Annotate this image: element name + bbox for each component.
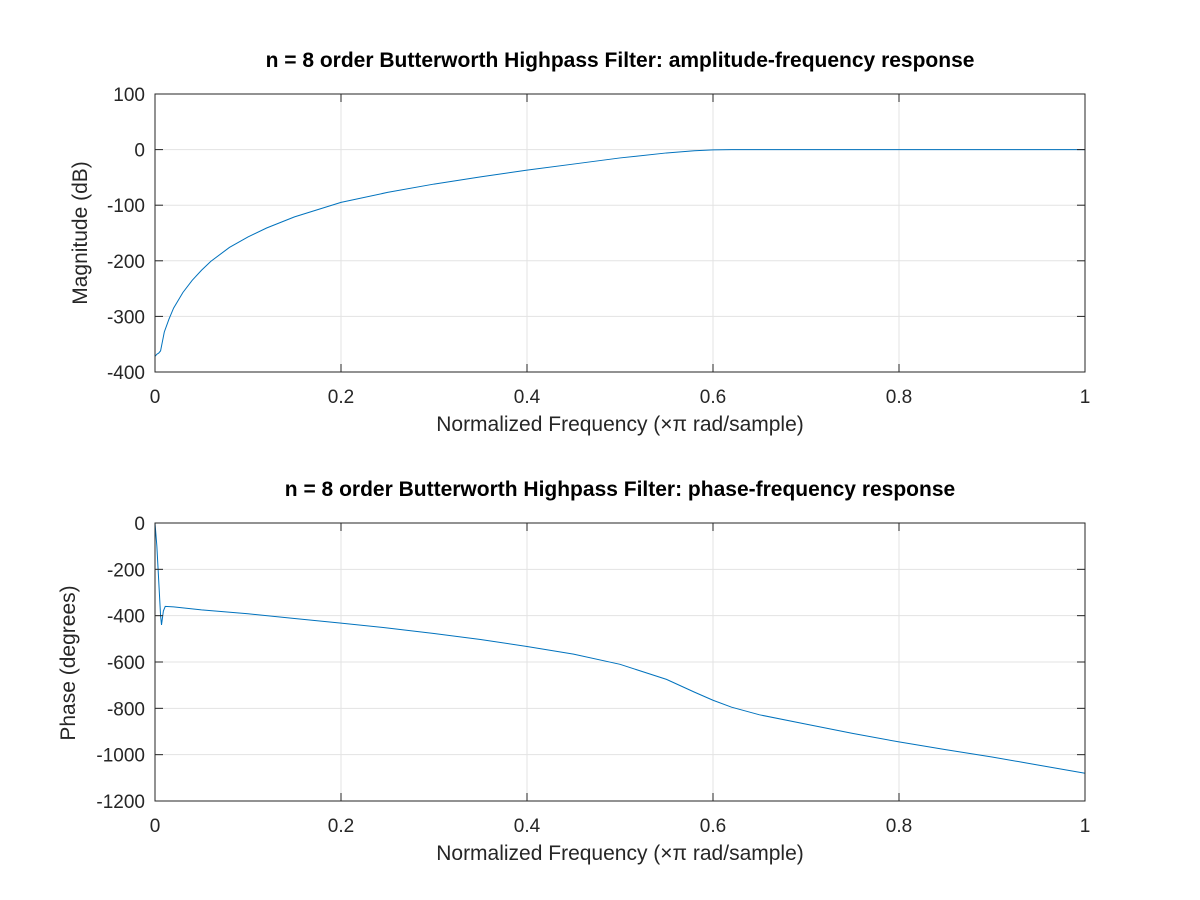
phase-x-tick-label-1: 0.2: [328, 816, 354, 837]
magnitude-x-tick-labels: 0 0.2 0.4 0.6 0.8 1: [150, 387, 1091, 408]
magnitude-y-axis-label: Magnitude (dB): [69, 161, 92, 305]
magnitude-plot-title: n = 8 order Butterworth Highpass Filter:…: [266, 49, 975, 72]
phase-y-tick-label-3: -600: [107, 653, 145, 674]
phase-x-axis-label: Normalized Frequency (×π rad/sample): [436, 842, 804, 865]
magnitude-plot: n = 8 order Butterworth Highpass Filter:…: [69, 49, 1090, 436]
magnitude-x-tick-label-5: 1: [1080, 387, 1091, 408]
phase-x-tick-label-3: 0.6: [700, 816, 726, 837]
phase-y-tick-label-4: -800: [107, 699, 145, 720]
phase-y-tick-label-5: -1000: [96, 746, 145, 767]
magnitude-x-tick-label-1: 0.2: [328, 387, 354, 408]
phase-y-tick-label-2: -400: [107, 607, 145, 628]
magnitude-y-tick-labels: 100 0 -100 -200 -300 -400: [107, 85, 145, 384]
phase-plot: n = 8 order Butterworth Highpass Filter:…: [57, 478, 1090, 865]
magnitude-x-tick-label-0: 0: [150, 387, 161, 408]
magnitude-x-tick-label-3: 0.6: [700, 387, 726, 408]
phase-y-tick-labels: 0 -200 -400 -600 -800 -1000 -1200: [96, 514, 145, 813]
phase-series-line-0: [154, 522, 1086, 774]
magnitude-y-tick-label-3: -200: [107, 252, 145, 273]
phase-x-tick-label-2: 0.4: [514, 816, 541, 837]
magnitude-axes: [154, 93, 1086, 373]
phase-axes: [154, 522, 1086, 802]
phase-x-tick-label-5: 1: [1080, 816, 1091, 837]
magnitude-curve-group: [154, 149, 1085, 357]
phase-plot-title: n = 8 order Butterworth Highpass Filter:…: [285, 478, 955, 501]
magnitude-axes-box: [154, 93, 1086, 373]
phase-x-tick-label-0: 0: [150, 816, 161, 837]
magnitude-y-tick-label-4: -300: [107, 307, 145, 328]
phase-y-tick-label-1: -200: [107, 560, 145, 581]
phase-x-tick-labels: 0 0.2 0.4 0.6 0.8 1: [150, 816, 1091, 837]
phase-curve-group: [154, 522, 1086, 774]
phase-y-tick-label-6: -1200: [96, 792, 145, 813]
phase-y-axis-label: Phase (degrees): [57, 585, 80, 740]
phase-x-tick-label-4: 0.8: [886, 816, 912, 837]
magnitude-series-line-0: [154, 149, 1085, 357]
phase-y-tick-label-0: 0: [134, 514, 145, 535]
magnitude-x-tick-label-2: 0.4: [514, 387, 541, 408]
magnitude-x-axis-label: Normalized Frequency (×π rad/sample): [436, 413, 804, 436]
magnitude-x-tick-label-4: 0.8: [886, 387, 912, 408]
magnitude-y-tick-label-0: 100: [113, 85, 145, 106]
magnitude-y-tick-label-1: 0: [134, 141, 145, 162]
magnitude-y-tick-label-2: -100: [107, 196, 145, 217]
magnitude-y-tick-label-5: -400: [107, 363, 145, 384]
